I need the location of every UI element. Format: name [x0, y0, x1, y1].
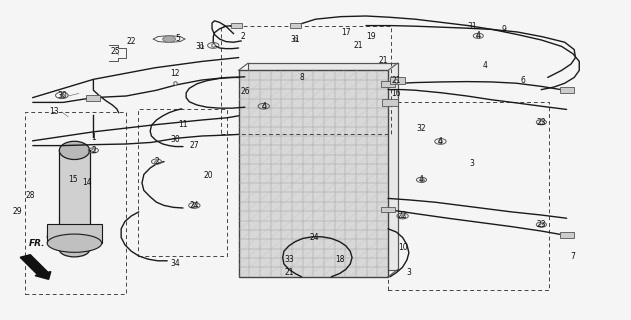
Text: 31: 31 — [290, 35, 300, 44]
Bar — [138, 109, 227, 256]
Text: 18: 18 — [334, 255, 345, 264]
Text: 4: 4 — [438, 137, 443, 146]
Text: 2: 2 — [240, 32, 245, 41]
Circle shape — [163, 36, 175, 42]
Text: 33: 33 — [284, 255, 294, 264]
Text: 31: 31 — [467, 22, 477, 31]
Text: 21: 21 — [391, 76, 401, 85]
Text: 30: 30 — [57, 92, 67, 100]
Text: 12: 12 — [170, 69, 180, 78]
Text: 23: 23 — [536, 220, 546, 229]
Bar — [382, 99, 398, 106]
Text: 8: 8 — [299, 73, 304, 82]
Text: 22: 22 — [126, 37, 136, 46]
Text: 15: 15 — [68, 175, 78, 184]
Text: 2: 2 — [91, 146, 96, 155]
Bar — [388, 102, 549, 290]
Text: 29: 29 — [13, 207, 23, 216]
Text: 21: 21 — [379, 56, 389, 65]
Text: 34: 34 — [170, 259, 180, 268]
Bar — [86, 95, 100, 101]
Text: 4: 4 — [482, 61, 487, 70]
Ellipse shape — [47, 228, 102, 246]
Text: 6: 6 — [520, 76, 525, 85]
Text: 4: 4 — [476, 31, 481, 40]
Text: 26: 26 — [240, 87, 250, 96]
FancyArrow shape — [20, 255, 50, 279]
Text: 21: 21 — [284, 268, 294, 277]
Text: 19: 19 — [366, 32, 376, 41]
Text: 10: 10 — [398, 244, 408, 252]
Text: 4: 4 — [419, 175, 424, 184]
Ellipse shape — [59, 242, 90, 257]
Text: 7: 7 — [570, 252, 575, 261]
Text: 2: 2 — [154, 157, 159, 166]
Bar — [381, 207, 395, 212]
Text: 4: 4 — [261, 102, 266, 111]
Text: 22: 22 — [398, 212, 408, 220]
Text: 24: 24 — [189, 201, 199, 210]
Bar — [221, 26, 391, 134]
Text: 20: 20 — [203, 172, 213, 180]
Text: 9: 9 — [501, 25, 506, 34]
Text: 11: 11 — [178, 120, 188, 129]
Bar — [239, 70, 388, 277]
Bar — [290, 23, 301, 28]
Text: 28: 28 — [25, 191, 35, 200]
Bar — [59, 150, 90, 250]
Bar — [381, 81, 395, 87]
Text: 3: 3 — [469, 159, 475, 168]
Text: 16: 16 — [391, 89, 401, 98]
Text: 31: 31 — [196, 42, 206, 51]
Text: 30: 30 — [170, 135, 180, 144]
Text: 13: 13 — [49, 108, 59, 116]
Text: 5: 5 — [175, 34, 180, 43]
Text: 25: 25 — [110, 47, 120, 56]
Bar — [560, 87, 574, 93]
Text: 27: 27 — [189, 141, 199, 150]
Ellipse shape — [47, 234, 102, 252]
Text: 1: 1 — [91, 133, 96, 142]
Bar — [231, 23, 242, 28]
Bar — [47, 224, 102, 243]
Text: 17: 17 — [341, 28, 351, 37]
Bar — [25, 112, 126, 294]
Text: 32: 32 — [416, 124, 427, 133]
Ellipse shape — [59, 141, 90, 159]
Text: FR.: FR. — [28, 239, 45, 248]
Bar — [248, 63, 398, 269]
Bar — [560, 232, 574, 238]
Text: 23: 23 — [536, 118, 546, 127]
Text: 24: 24 — [309, 233, 319, 242]
Text: 3: 3 — [406, 268, 411, 277]
Bar — [390, 77, 406, 84]
Text: 14: 14 — [82, 178, 92, 187]
Text: 21: 21 — [353, 41, 363, 50]
